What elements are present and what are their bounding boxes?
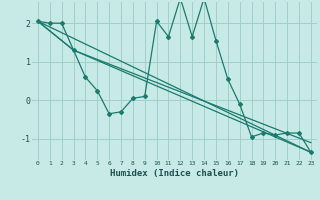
X-axis label: Humidex (Indice chaleur): Humidex (Indice chaleur) [110, 169, 239, 178]
